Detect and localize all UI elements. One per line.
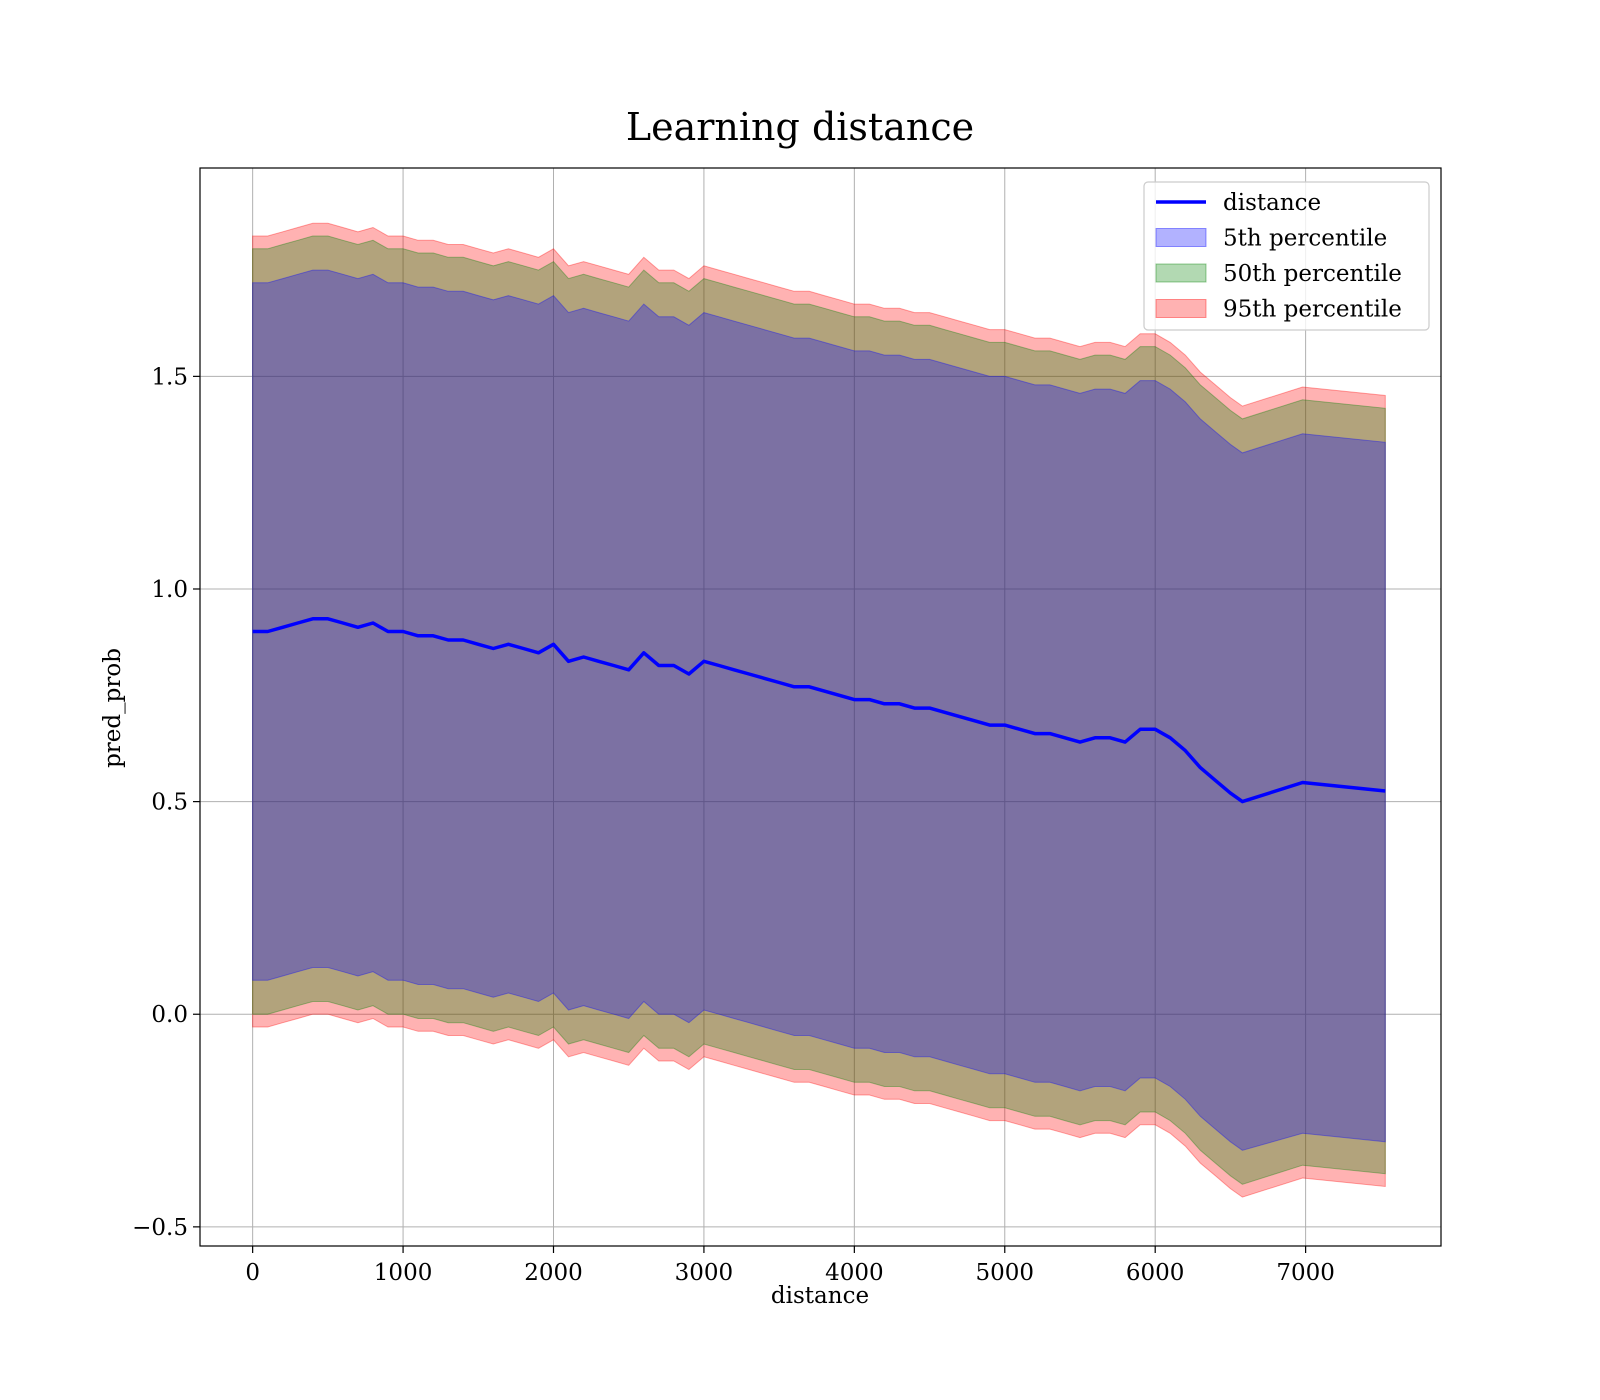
legend-patch-swatch — [1155, 228, 1207, 247]
legend-patch-swatch — [1155, 263, 1207, 283]
distance-line — [252, 617, 1386, 804]
legend-box — [1143, 181, 1430, 331]
percentile-bands — [252, 222, 1386, 1198]
legend-label: distance — [1223, 190, 1321, 216]
x-tick-label: 4000 — [825, 1260, 884, 1286]
band-50th-percentile — [252, 235, 1386, 1185]
legend-label: 5th percentile — [1223, 226, 1387, 252]
y-tick-label: 0.0 — [151, 1002, 188, 1028]
band-5th-percentile — [252, 269, 1386, 1151]
y-axis-label: pred_prob — [100, 648, 126, 768]
legend-patch-swatch — [1155, 299, 1207, 318]
y-axis-ticks: −0.5 0.0 0.5 1.0 1.5 — [132, 364, 200, 1241]
y-tick-label: 1.5 — [151, 364, 188, 390]
chart-title: Learning distance — [626, 105, 974, 149]
legend: distance 5th percentile 50th percentile 95t… — [1143, 181, 1430, 331]
distance-line-layer — [252, 617, 1386, 804]
x-tick-label: 3000 — [675, 1260, 734, 1286]
y-tick-label: −0.5 — [132, 1215, 188, 1241]
y-tick-label: 0.5 — [151, 790, 188, 816]
legend-label: 50th percentile — [1223, 261, 1402, 287]
plot-frame — [199, 167, 1442, 1247]
x-tick-label: 2000 — [524, 1260, 583, 1286]
legend-label: 95th percentile — [1223, 297, 1402, 323]
grid — [200, 168, 1441, 1246]
x-axis-ticks: 0 1000 2000 3000 4000 5000 6000 7000 — [245, 1246, 1335, 1286]
x-tick-label: 7000 — [1276, 1260, 1335, 1286]
y-tick-label: 1.0 — [151, 577, 188, 603]
band-95th-percentile — [252, 222, 1386, 1198]
x-tick-label: 6000 — [1126, 1260, 1185, 1286]
x-tick-label: 0 — [245, 1260, 260, 1286]
x-tick-label: 5000 — [975, 1260, 1034, 1286]
x-axis-label: distance — [771, 1283, 869, 1309]
x-tick-label: 1000 — [374, 1260, 433, 1286]
